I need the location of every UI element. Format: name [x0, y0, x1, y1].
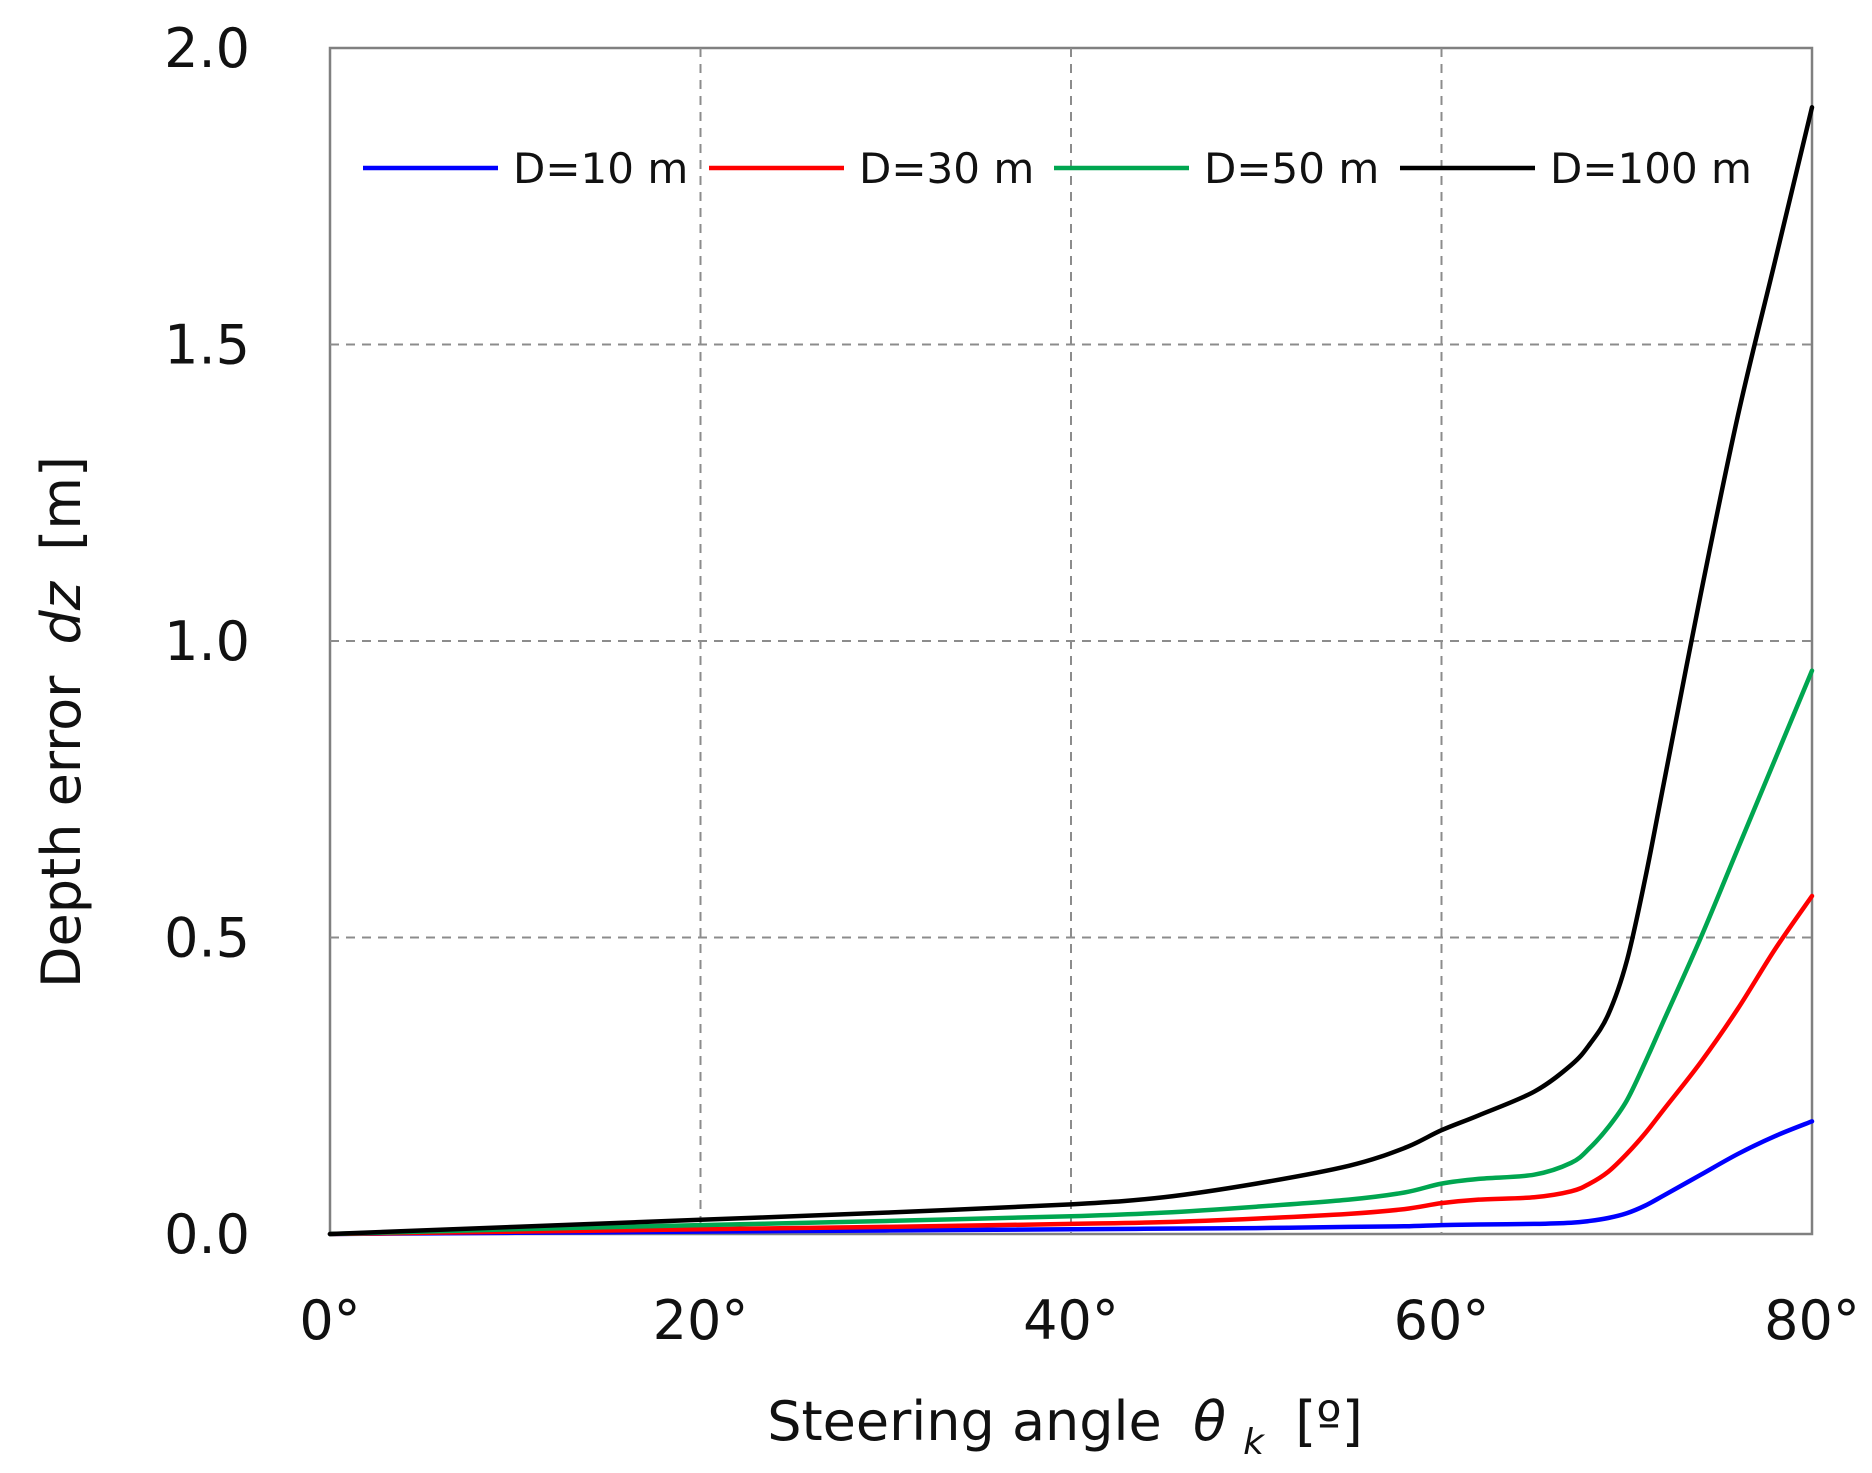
y-tick-label: 2.0	[164, 17, 250, 80]
x-axis-label-text: Steering angle	[767, 1390, 1162, 1453]
legend-label: D=50 m	[1204, 144, 1379, 193]
legend-label: D=100 m	[1550, 144, 1752, 193]
x-tick-label: 60°	[1394, 1289, 1490, 1352]
x-axis-unit: [º]	[1295, 1390, 1363, 1453]
x-axis-label: Steering angle θ k [º]	[767, 1390, 1363, 1467]
legend-item: D=50 m	[1054, 144, 1379, 193]
y-axis-label-text: Depth error	[30, 675, 93, 988]
x-axis-symbol: θ	[1193, 1390, 1226, 1453]
y-axis-unit: [m]	[30, 456, 93, 551]
legend-item: D=100 m	[1400, 144, 1752, 193]
y-axis-label: Depth error dz [m]	[30, 456, 93, 988]
y-tick-labels: 0.0 0.5 1.0 1.5 2.0	[164, 17, 250, 1266]
legend-item: D=10 m	[363, 144, 688, 193]
y-tick-label: 1.5	[164, 314, 250, 377]
y-tick-label: 0.0	[164, 1203, 250, 1266]
legend-item: D=30 m	[709, 144, 1034, 193]
y-tick-label: 0.5	[164, 907, 250, 970]
legend-label: D=10 m	[513, 144, 688, 193]
series-line-d-10-m	[327, 1119, 1815, 1237]
series-lines	[327, 105, 1815, 1237]
x-axis-symbol-subscript: k	[1243, 1422, 1266, 1463]
x-tick-label: 80°	[1764, 1289, 1860, 1352]
y-axis-symbol: dz	[30, 580, 93, 644]
y-tick-label: 1.0	[164, 610, 250, 673]
legend: D=10 m D=30 m D=50 m D=100 m	[363, 144, 1752, 193]
x-tick-labels: 0° 20° 40° 60° 80°	[299, 1289, 1860, 1352]
series-line-d-30-m	[327, 893, 1815, 1237]
gridlines	[330, 48, 1812, 1234]
x-tick-label: 40°	[1023, 1289, 1119, 1352]
series-line-d-50-m	[327, 668, 1815, 1237]
x-tick-label: 20°	[653, 1289, 749, 1352]
legend-label: D=30 m	[859, 144, 1034, 193]
series-line-d-100-m	[327, 105, 1815, 1237]
x-tick-label: 0°	[299, 1289, 360, 1352]
